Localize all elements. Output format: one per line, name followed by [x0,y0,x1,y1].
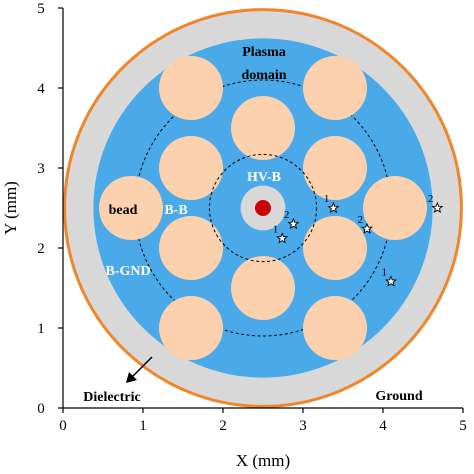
region-labels: Plasma domain HV-B B-B B-GND bead Dielec… [83,45,423,405]
bead-12 [303,296,367,360]
probe-point-star-6 [385,275,397,287]
b-gnd-label: B-GND [105,264,150,279]
probe-point-label-4: 1 [273,223,279,235]
x-tick-label-5: 5 [459,418,467,434]
x-tick-label-3: 3 [299,418,307,434]
x-tick-label-1: 1 [139,418,147,434]
x-tick-label-4: 4 [379,418,387,434]
probe-point-label-2: 2 [428,193,434,205]
probe-point-label-6: 1 [382,267,388,279]
bead-2 [303,56,367,120]
probe-point-star-4 [276,232,289,244]
x-tick-label-2: 2 [219,418,227,434]
bead-4 [159,136,223,200]
x-ticks: 0 1 2 3 4 5 [59,408,467,434]
bead-11 [159,296,223,360]
y-axis-label: Y (mm) [1,181,20,235]
x-axis-label: X (mm) [236,451,290,470]
dielectric-arrow-head [126,372,137,383]
plasma-domain-label-1: Plasma [242,45,286,60]
bead-1 [159,56,223,120]
geometry-layer [63,8,463,408]
y-tick-label-1: 1 [37,321,45,337]
probe-point-star-2 [431,201,444,214]
y-tick-label-0: 0 [37,401,45,417]
bead-8 [159,216,223,280]
dielectric-arrow-shaft [130,356,153,379]
hv-electrode [255,200,271,216]
y-tick-label-4: 4 [37,81,45,97]
bead-5 [303,136,367,200]
dielectric-label: Dielectric [83,390,141,405]
probe-point-label-1: 1 [324,193,330,205]
dielectric-arrow [126,356,153,383]
probe-point-star-5 [361,222,373,234]
probe-point-star-1 [327,201,340,214]
hv-b-label: HV-B [247,170,281,185]
inner-dashed-boundary [208,153,318,263]
plasma-domain-label-2: domain [241,68,286,83]
bead-9 [303,216,367,280]
b-b-label: B-B [164,203,187,218]
probe-point-label-3: 2 [284,209,290,221]
bead-10 [231,256,295,320]
y-tick-label-5: 5 [37,1,45,17]
y-tick-label-2: 2 [37,241,45,257]
x-tick-label-0: 0 [59,418,67,434]
probe-point-star-3 [287,217,300,230]
bead-3 [231,96,295,160]
ground-label: Ground [375,389,422,404]
y-tick-label-3: 3 [37,161,45,177]
bead-6 [99,176,163,240]
bead-7 [363,176,427,240]
probe-point-label-5: 2 [358,214,364,226]
y-ticks: 0 1 2 3 4 5 [37,1,63,417]
beads-group [99,56,427,360]
bead-label: bead [109,203,138,218]
